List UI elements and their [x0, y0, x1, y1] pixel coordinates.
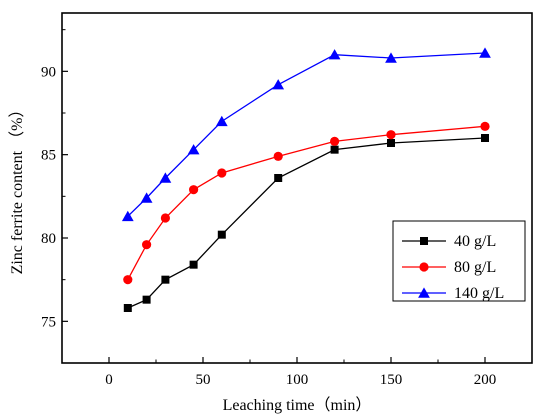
data-point [142, 240, 152, 250]
y-tick-label: 80 [41, 231, 56, 247]
data-point [161, 275, 170, 284]
x-tick-label: 50 [196, 372, 211, 388]
plot-area [61, 12, 533, 364]
y-axis-ticks: 75 80 85 90 [41, 29, 68, 364]
x-axis-title: Leaching time（min） [223, 396, 372, 414]
data-point [160, 213, 170, 223]
data-point [217, 168, 227, 178]
data-point [330, 136, 340, 146]
series-80-g-l [123, 121, 490, 285]
legend-marker [420, 237, 428, 245]
series-140-g-l [121, 47, 491, 222]
x-tick-label: 200 [474, 372, 497, 388]
data-point [140, 192, 153, 203]
legend-label: 140 g/L [454, 285, 504, 302]
data-point [215, 115, 228, 127]
data-point [328, 49, 341, 60]
data-point [330, 145, 339, 154]
y-tick-label: 75 [41, 314, 56, 330]
data-point [273, 151, 283, 161]
data-point [159, 172, 172, 183]
data-point [385, 52, 397, 63]
legend-label: 40 g/L [454, 233, 496, 250]
y-tick-label: 90 [41, 64, 56, 80]
legend-marker [418, 287, 430, 298]
y-tick-label: 85 [41, 148, 56, 164]
series-40-g-l [123, 134, 489, 312]
data-point [121, 210, 134, 222]
x-tick-label: 100 [286, 372, 309, 388]
x-tick-label: 0 [105, 372, 113, 388]
data-point [123, 304, 132, 312]
data-point [274, 174, 283, 182]
data-point [142, 295, 151, 304]
series-layer [121, 47, 491, 312]
data-point [481, 134, 489, 142]
data-point [217, 230, 226, 239]
legend: 40 g/L 80 g/L 140 g/L [392, 220, 526, 302]
legend-marker [419, 262, 429, 272]
data-point [189, 185, 199, 195]
data-point [386, 130, 396, 140]
legend-box [392, 220, 526, 302]
legend-label: 80 g/L [454, 259, 496, 276]
data-point [387, 139, 395, 147]
x-tick-label: 150 [380, 372, 403, 388]
data-point [479, 47, 491, 58]
data-point [272, 79, 285, 90]
data-point [480, 121, 490, 131]
data-point [187, 144, 200, 155]
x-axis-ticks: 0 50 100 150 200 [61, 357, 533, 388]
y-axis-title: Zinc ferrite content （%） [8, 102, 26, 275]
data-point [123, 275, 133, 285]
data-point [189, 260, 198, 269]
legend-entries: 40 g/L 80 g/L 140 g/L [402, 233, 504, 302]
